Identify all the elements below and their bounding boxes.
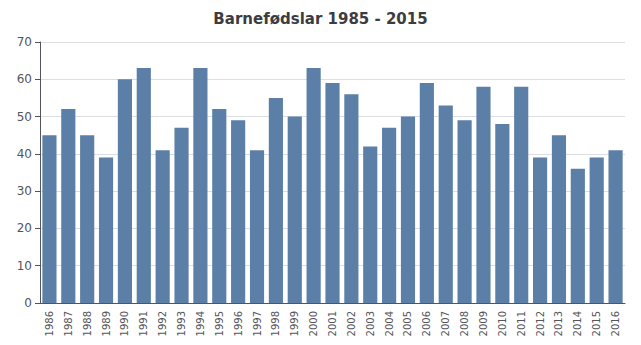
svg-text:1993: 1993	[176, 311, 187, 336]
svg-text:1994: 1994	[195, 311, 206, 336]
svg-text:2005: 2005	[402, 311, 413, 336]
svg-text:2009: 2009	[478, 311, 489, 336]
svg-text:2014: 2014	[572, 311, 583, 336]
svg-text:Barnefødslar 1985 - 2015: Barnefødslar 1985 - 2015	[213, 10, 427, 28]
svg-text:1995: 1995	[214, 311, 225, 336]
svg-text:2006: 2006	[421, 311, 432, 336]
svg-text:1989: 1989	[101, 311, 112, 336]
svg-text:10: 10	[17, 259, 32, 273]
svg-text:2012: 2012	[535, 311, 546, 336]
svg-text:2015: 2015	[591, 311, 602, 336]
svg-text:60: 60	[17, 72, 32, 86]
svg-text:2008: 2008	[459, 311, 470, 336]
svg-text:40: 40	[17, 147, 32, 161]
svg-text:1996: 1996	[233, 311, 244, 336]
svg-text:1987: 1987	[63, 311, 74, 336]
svg-text:2007: 2007	[440, 311, 451, 336]
svg-text:1998: 1998	[270, 311, 281, 336]
svg-text:1990: 1990	[119, 311, 130, 336]
svg-text:2011: 2011	[516, 311, 527, 336]
svg-text:30: 30	[17, 184, 32, 198]
svg-text:1997: 1997	[252, 311, 263, 336]
svg-text:2003: 2003	[365, 311, 376, 336]
svg-text:2002: 2002	[346, 311, 357, 336]
svg-text:1992: 1992	[157, 311, 168, 336]
svg-text:2004: 2004	[384, 311, 395, 336]
svg-text:1991: 1991	[138, 311, 149, 336]
svg-text:50: 50	[17, 110, 32, 124]
svg-text:2010: 2010	[497, 311, 508, 336]
svg-text:1999: 1999	[289, 311, 300, 336]
svg-text:70: 70	[17, 35, 32, 49]
svg-text:2000: 2000	[308, 311, 319, 336]
svg-text:1988: 1988	[82, 311, 93, 336]
svg-text:2013: 2013	[553, 311, 564, 336]
svg-text:2016: 2016	[610, 311, 621, 336]
svg-text:20: 20	[17, 221, 32, 235]
svg-text:1986: 1986	[44, 311, 55, 336]
svg-text:2001: 2001	[327, 311, 338, 336]
svg-text:0: 0	[24, 296, 32, 310]
